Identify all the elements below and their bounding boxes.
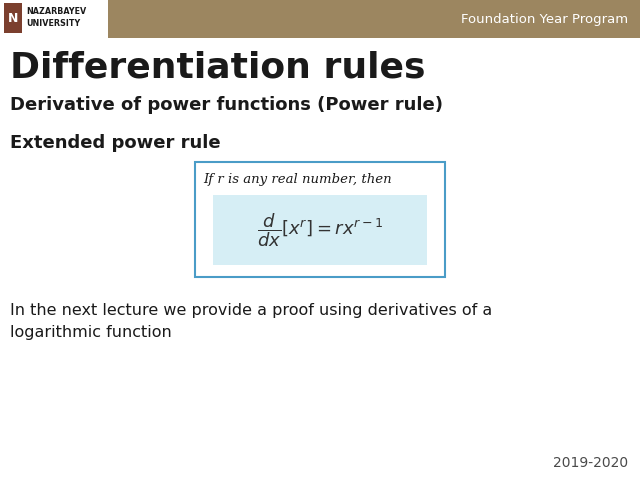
Text: 2019-2020: 2019-2020 — [553, 456, 628, 470]
Bar — [213, 195, 427, 265]
Text: Derivative of power functions (Power rule): Derivative of power functions (Power rul… — [10, 96, 443, 114]
Bar — [195, 162, 445, 277]
Bar — [0, 0, 108, 38]
Text: Foundation Year Program: Foundation Year Program — [461, 12, 628, 25]
Bar — [0, 0, 640, 38]
Text: NAZARBAYEV: NAZARBAYEV — [26, 8, 86, 16]
Text: logarithmic function: logarithmic function — [10, 324, 172, 339]
Text: Differentiation rules: Differentiation rules — [10, 51, 426, 85]
Text: $\dfrac{d}{dx}[x^r] = rx^{r-1}$: $\dfrac{d}{dx}[x^r] = rx^{r-1}$ — [257, 211, 383, 249]
Text: N: N — [8, 12, 18, 24]
Text: UNIVERSITY: UNIVERSITY — [26, 20, 80, 28]
Text: Extended power rule: Extended power rule — [10, 134, 221, 152]
Text: If r is any real number, then: If r is any real number, then — [203, 173, 392, 187]
Bar — [4, 3, 22, 33]
Text: In the next lecture we provide a proof using derivatives of a: In the next lecture we provide a proof u… — [10, 302, 492, 317]
